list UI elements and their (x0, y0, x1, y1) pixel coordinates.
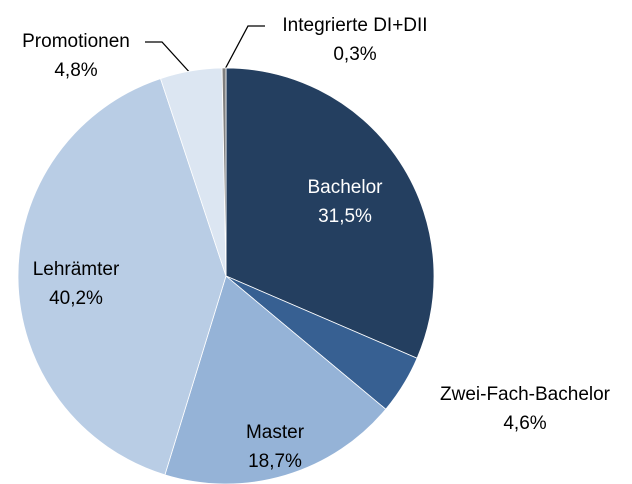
slice-label: Zwei-Fach-Bachelor (440, 384, 611, 405)
leader-line (145, 41, 193, 76)
pie-slice (225, 67, 435, 359)
slice-value-label: 0,3% (333, 44, 376, 65)
slice-value-label: 4,6% (503, 413, 546, 434)
slice-value-label: 40,2% (49, 288, 103, 309)
pie-slice (17, 78, 227, 476)
pie-slice (221, 67, 227, 277)
slice-label: Lehrämter (33, 259, 120, 280)
slice-value-label: 4,8% (54, 60, 97, 81)
slice-label: Master (246, 422, 305, 443)
slice-label: Promotionen (22, 31, 130, 52)
slice-value-label: 31,5% (318, 206, 372, 227)
pie-slice (164, 275, 387, 484)
leader-line (223, 25, 265, 72)
slice-label: Bachelor (308, 177, 384, 198)
slice-label: Integrierte DI+DII (282, 15, 427, 36)
slice-value-label: 18,7% (248, 451, 302, 472)
